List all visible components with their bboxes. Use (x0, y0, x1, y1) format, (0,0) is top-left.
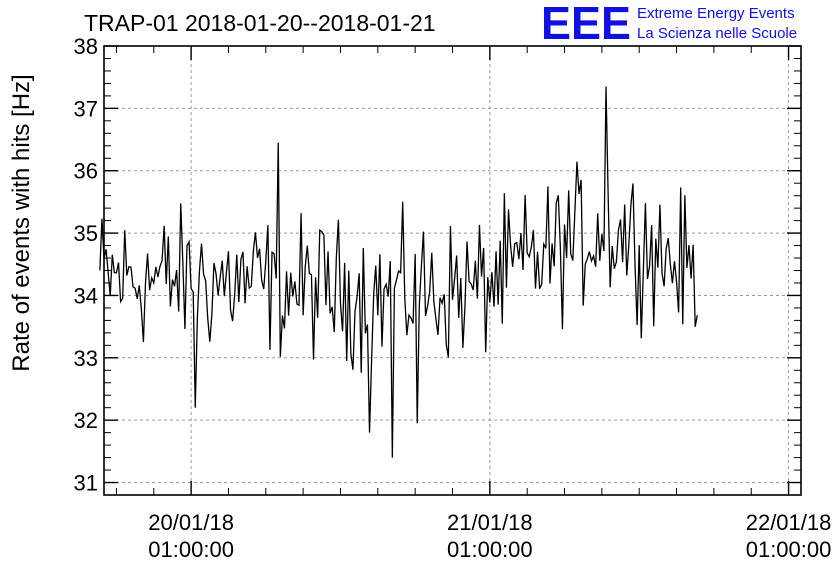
y-tick-label: 33 (74, 346, 98, 371)
y-tick-label: 34 (74, 283, 98, 308)
logo-line-2: La Scienza nelle Scuole (637, 25, 797, 42)
y-tick-label: 31 (74, 471, 98, 496)
y-tick-label: 36 (74, 159, 98, 184)
logo-mark: EEE (541, 0, 631, 49)
plot-frame (103, 45, 802, 496)
y-tick-label: 37 (74, 96, 98, 121)
y-tick-label: 38 (74, 34, 98, 59)
logo-line-1: Extreme Energy Events (637, 5, 795, 22)
x-tick-date: 21/01/18 (447, 510, 533, 535)
axis-ticks (104, 45, 801, 496)
rate-series-line (99, 86, 698, 458)
x-tick-time: 01:00:00 (746, 537, 832, 562)
grid-lines (104, 45, 801, 495)
chart-title: TRAP-01 2018-01-20--2018-01-21 (84, 10, 436, 36)
x-tick-date: 20/01/18 (148, 510, 234, 535)
axis-labels: 313233343536373820/01/1801:00:0021/01/18… (74, 34, 832, 562)
y-axis-label: Rate of events with hits [Hz] (8, 74, 35, 371)
x-tick-time: 01:00:00 (148, 537, 234, 562)
x-tick-date: 22/01/18 (746, 510, 832, 535)
y-tick-label: 35 (74, 221, 98, 246)
eee-logo: EEE Extreme Energy Events La Scienza nel… (541, 0, 797, 49)
x-tick-time: 01:00:00 (447, 537, 533, 562)
y-tick-label: 32 (74, 408, 98, 433)
